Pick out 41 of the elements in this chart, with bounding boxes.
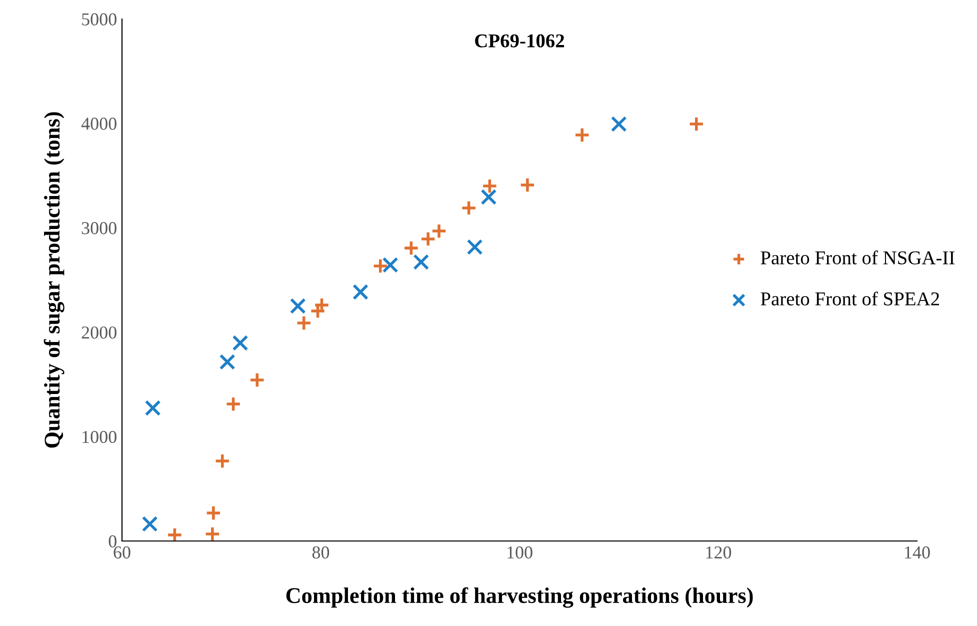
point <box>142 516 158 532</box>
point <box>574 127 590 143</box>
point <box>144 400 161 416</box>
text: CP69-1062 <box>475 34 564 48</box>
x-axis-title: Completion time of harvesting operations (hours) <box>286 587 753 608</box>
point <box>225 396 242 412</box>
point <box>610 116 627 132</box>
point <box>204 526 220 541</box>
point <box>290 298 306 314</box>
x-tick-label: 120 <box>706 546 732 559</box>
point <box>382 256 398 273</box>
point <box>413 254 430 270</box>
point <box>466 239 483 255</box>
point <box>296 315 312 331</box>
point <box>460 200 477 216</box>
point <box>688 116 704 132</box>
point <box>205 505 222 521</box>
y-tick-label: 5000 <box>82 13 116 26</box>
point <box>403 240 420 256</box>
x-tick-label: 80 <box>312 546 330 559</box>
x-tick-label: 100 <box>508 546 532 559</box>
point <box>214 453 230 470</box>
x-tick-label: 60 <box>114 546 130 559</box>
y-axis-title: Quantity of sugar production (tons) <box>44 112 64 448</box>
point <box>249 372 266 388</box>
point <box>232 334 248 351</box>
x-tick-label: 140 <box>905 546 930 559</box>
y-tick-label: 4000 <box>81 118 116 130</box>
y-tick-label: 0 <box>108 535 116 548</box>
y-tick-label: 2000 <box>82 326 116 339</box>
legend-label: Pareto Front of SPEA2 <box>760 292 939 306</box>
y-tick-label: 3000 <box>82 222 116 234</box>
legend-label: Pareto Front of NSGA-II <box>760 250 954 264</box>
point <box>219 354 236 370</box>
point <box>480 189 497 205</box>
y-tick-label: 1000 <box>82 430 116 444</box>
point <box>482 178 498 194</box>
point <box>519 177 536 193</box>
point <box>352 284 368 300</box>
point <box>372 258 388 274</box>
point <box>166 526 183 541</box>
